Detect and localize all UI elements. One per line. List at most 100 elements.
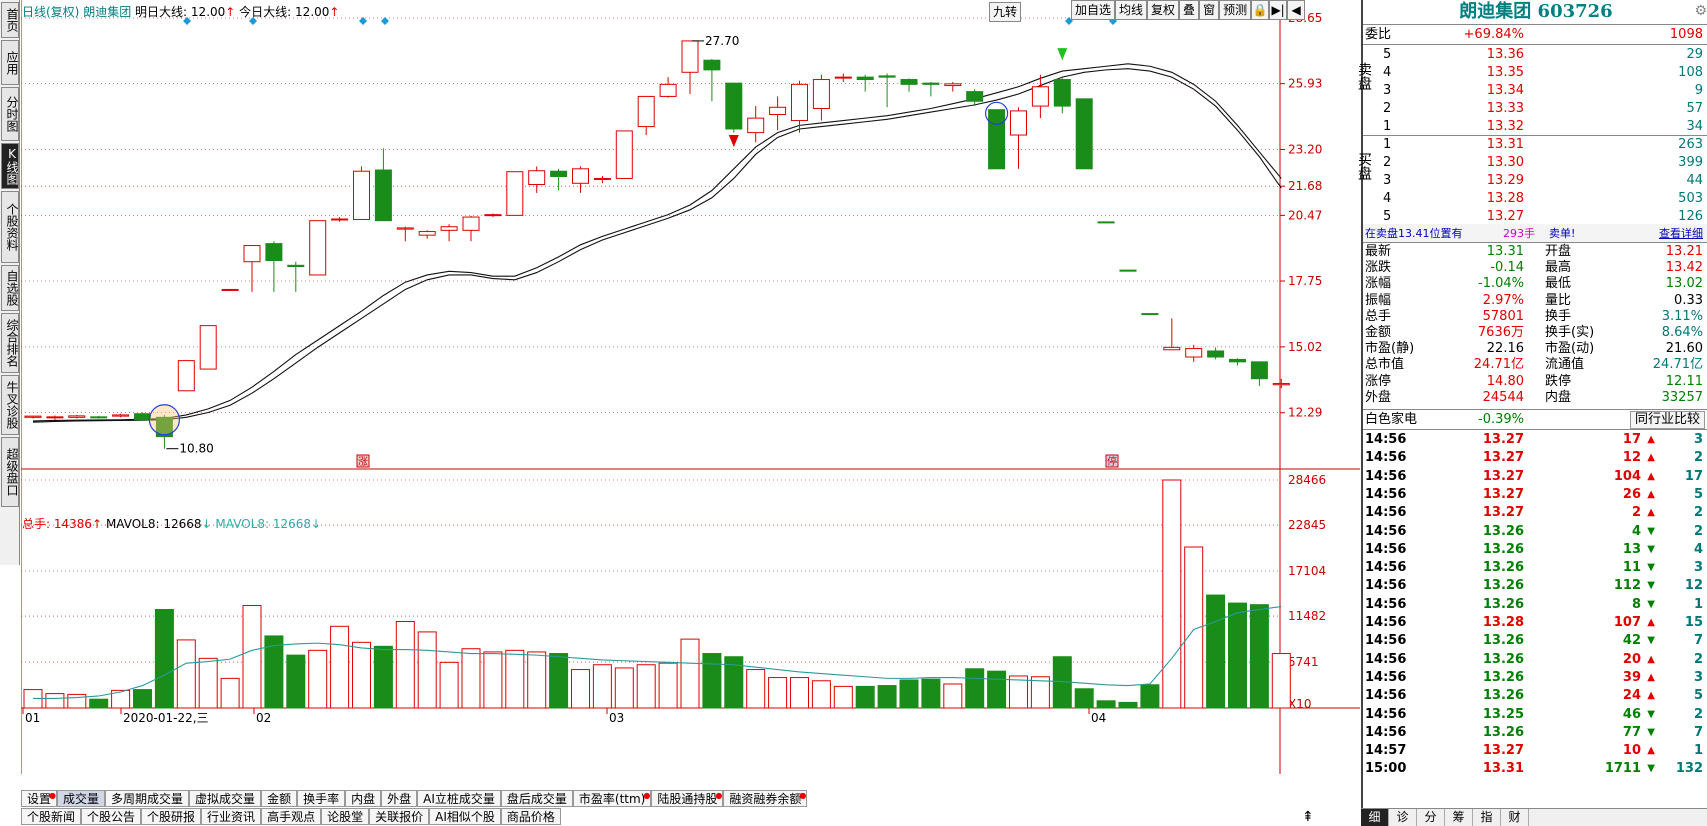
buy-volume: 399 bbox=[1678, 155, 1703, 170]
limit-up-marker-text: 涨 bbox=[358, 456, 368, 468]
indicator-tab-label: 换手率 bbox=[303, 792, 340, 806]
sell-arrow-icon bbox=[1057, 48, 1068, 61]
tomorrow-label: 明日大线: bbox=[135, 5, 188, 19]
industry-compare-button[interactable]: 同行业比较 bbox=[1629, 411, 1705, 429]
candle-body bbox=[418, 231, 436, 236]
buy-price: 13.29 bbox=[1486, 173, 1524, 188]
scroll-top-icon[interactable]: ⇞ bbox=[1302, 809, 1314, 825]
sell-volume: 29 bbox=[1686, 47, 1703, 62]
quote-tab-2[interactable]: 分 bbox=[1417, 809, 1445, 826]
stat-label: 最低 bbox=[1545, 276, 1572, 292]
event-diamond-icon bbox=[249, 17, 257, 25]
quote-tab-0[interactable]: 细 bbox=[1361, 809, 1389, 826]
tick-row: 14:56 13.26 20 ▲ 2 bbox=[1363, 650, 1707, 669]
tick-count: 132 bbox=[1675, 761, 1703, 777]
stat-label: 换手(实) bbox=[1545, 325, 1595, 340]
weibi-row: 委比 +69.84% 1098 bbox=[1363, 25, 1707, 44]
toolbar-btn-5[interactable]: 预测 bbox=[1219, 0, 1252, 20]
jiuzhuan-button[interactable]: 九转 bbox=[989, 2, 1022, 22]
toolbar-btn-3[interactable]: 叠 bbox=[1179, 0, 1200, 20]
info-tab-2[interactable]: 个股研报 bbox=[141, 808, 202, 825]
toolbar-btn-7[interactable]: ▶| bbox=[1269, 0, 1288, 20]
indicator-tab-7[interactable]: 外盘 bbox=[381, 790, 418, 807]
kline-chart-svg[interactable]: 28.6525.9323.2021.6820.4717.7515.0212.29… bbox=[21, 0, 1360, 774]
indicator-tab-6[interactable]: 内盘 bbox=[345, 790, 382, 807]
buy-level: 4 bbox=[1383, 191, 1392, 206]
info-tab-0[interactable]: 个股新闻 bbox=[21, 808, 82, 825]
sidebar-tab-8[interactable]: 超级盘口 bbox=[1, 437, 19, 507]
sidebar-tab-3[interactable]: K线图 bbox=[1, 143, 19, 189]
vol-axis-label: 11482 bbox=[1288, 609, 1326, 623]
indicator-tab-8[interactable]: AI立桩成交量 bbox=[417, 790, 501, 807]
volume-bar bbox=[965, 668, 985, 709]
info-tab-6[interactable]: 关联报价 bbox=[369, 808, 430, 825]
toolbar-btn-1[interactable]: 均线 bbox=[1115, 0, 1148, 20]
indicator-tab-9[interactable]: 盘后成交量 bbox=[500, 790, 573, 807]
price-axis-label: 17.75 bbox=[1288, 274, 1322, 288]
candle bbox=[550, 168, 568, 191]
indicator-tab-1[interactable]: 成交量 bbox=[57, 790, 106, 807]
tick-volume: 39 bbox=[1622, 669, 1641, 685]
toolbar-btn-4[interactable]: 窗 bbox=[1199, 0, 1220, 20]
sell-level: 2 bbox=[1383, 101, 1392, 116]
tick-time: 14:56 bbox=[1365, 432, 1407, 447]
sidebar-tab-5[interactable]: 自选股 bbox=[1, 265, 19, 311]
candle-body bbox=[374, 169, 392, 222]
candle-body bbox=[353, 170, 370, 220]
candle bbox=[703, 59, 721, 102]
tick-time: 14:56 bbox=[1365, 724, 1407, 740]
candle-body bbox=[155, 416, 173, 438]
date-label: 03 bbox=[609, 711, 624, 725]
up-arrow-icon: ▲ bbox=[1647, 452, 1655, 464]
indicator-tab-2[interactable]: 多周期成交量 bbox=[105, 790, 190, 807]
candle-body bbox=[24, 415, 42, 418]
settings-icon[interactable]: ⚙ bbox=[1694, 3, 1707, 19]
up-arrow-icon: ▲ bbox=[1647, 507, 1655, 519]
sidebar-tab-4[interactable]: 个股资料 bbox=[1, 191, 19, 263]
indicator-tab-3[interactable]: 虚拟成交量 bbox=[189, 790, 262, 807]
stat-value: 21.60 bbox=[1665, 341, 1703, 357]
sidebar-tab-0[interactable]: 首页 bbox=[1, 2, 19, 38]
sell-volume: 108 bbox=[1678, 65, 1703, 80]
quote-tab-5[interactable]: 财 bbox=[1501, 809, 1529, 826]
info-tab-7[interactable]: AI相似个股 bbox=[429, 808, 501, 825]
stat-label: 跌停 bbox=[1545, 373, 1572, 389]
candle-body bbox=[988, 109, 1006, 170]
sidebar-tab-2[interactable]: 分时图 bbox=[1, 87, 19, 141]
sidebar-tab-1[interactable]: 应用 bbox=[1, 40, 19, 85]
indicator-tab-5[interactable]: 换手率 bbox=[297, 790, 346, 807]
chart-area[interactable]: 28.65 25.93 23.20 21.68 20.47 17.75 15.02 12.29… bbox=[21, 0, 1360, 774]
quote-tab-1[interactable]: 诊 bbox=[1389, 809, 1417, 826]
toolbar-btn-2[interactable]: 复权 bbox=[1147, 0, 1180, 20]
tick-volume: 13 bbox=[1622, 541, 1641, 557]
indicator-tab-10[interactable]: 市盈率(ttm) ● bbox=[572, 790, 652, 807]
candle-body bbox=[966, 91, 984, 102]
tick-count: 2 bbox=[1693, 706, 1703, 722]
toolbar-btn-6[interactable]: 🔒 bbox=[1251, 0, 1270, 20]
sidebar-tab-6[interactable]: 综合排名 bbox=[1, 313, 19, 373]
stat-value: 33257 bbox=[1661, 389, 1703, 405]
quote-tab-4[interactable]: 指 bbox=[1473, 809, 1501, 826]
indicator-tab-12[interactable]: 融资融券余额 ● bbox=[723, 790, 808, 807]
info-tab-3[interactable]: 行业资讯 bbox=[201, 808, 262, 825]
sidebar-tab-7[interactable]: 牛叉诊股 bbox=[1, 375, 19, 435]
sell-price: 13.32 bbox=[1486, 119, 1524, 134]
volume-bar bbox=[1118, 701, 1138, 709]
notice-detail-link[interactable]: 查看详细 bbox=[1659, 227, 1703, 240]
info-tab-5[interactable]: 论股堂 bbox=[321, 808, 370, 825]
indicator-tab-4[interactable]: 金额 bbox=[261, 790, 298, 807]
indicator-tab-0[interactable]: 设置 ● bbox=[21, 790, 58, 807]
candle-body bbox=[769, 106, 787, 116]
info-tab-1[interactable]: 个股公告 bbox=[81, 808, 142, 825]
indicator-tab-11[interactable]: 陆股通持股 ● bbox=[651, 790, 724, 807]
tick-price: 13.26 bbox=[1482, 724, 1524, 740]
info-tab-8[interactable]: 商品价格 bbox=[500, 808, 561, 825]
quote-tab-3[interactable]: 筹 bbox=[1445, 809, 1473, 826]
candle-body bbox=[725, 82, 743, 130]
toolbar-btn-8[interactable]: ◀ bbox=[1287, 0, 1306, 20]
info-tab-4[interactable]: 高手观点 bbox=[261, 808, 322, 825]
indicator-tabs: 设置 ● 成交量 多周期成交量 虚拟成交量 金额 换手率 内盘 外盘 AI立桩成交量 盘后成交量 市盈… bbox=[21, 790, 808, 807]
toolbar-btn-0[interactable]: 加自选 bbox=[1071, 0, 1116, 20]
tick-time: 14:56 bbox=[1365, 651, 1407, 667]
volume-bar bbox=[768, 677, 788, 709]
